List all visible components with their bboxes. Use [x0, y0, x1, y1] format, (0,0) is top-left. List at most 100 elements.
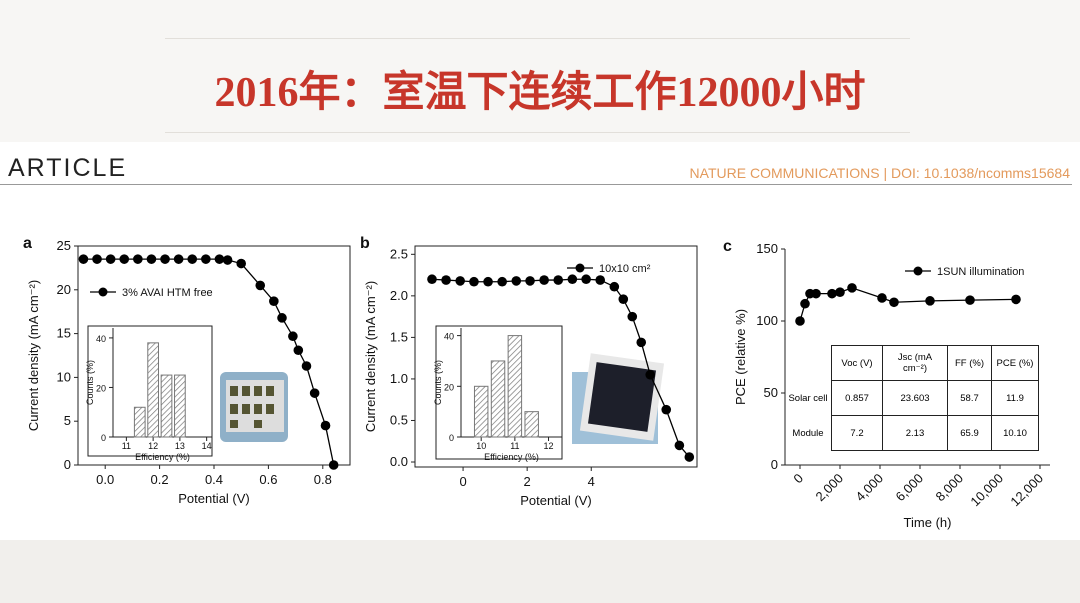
hist-bar — [473, 385, 489, 438]
x-tick-label: 10 — [476, 441, 486, 451]
marker — [811, 288, 821, 299]
marker — [293, 345, 304, 356]
marker — [581, 274, 591, 285]
table-cell: Solar cell — [788, 392, 828, 404]
photo — [220, 372, 288, 442]
y-tick-label: 40 — [96, 334, 106, 344]
marker — [455, 276, 465, 286]
table-corner — [785, 346, 832, 381]
table-cell: 65.9 — [947, 415, 992, 451]
marker — [925, 296, 935, 306]
marker — [877, 293, 887, 303]
marker — [427, 274, 437, 285]
table-cell: PCE (%) — [991, 345, 1039, 381]
marker — [645, 369, 656, 380]
x-tick-label: 14 — [202, 441, 212, 451]
x-tick-label: 12 — [544, 441, 554, 451]
y-tick-label: 10 — [57, 369, 71, 384]
marker — [595, 275, 606, 285]
x-tick-label: 13 — [175, 441, 185, 451]
marker — [288, 331, 298, 342]
marker — [609, 281, 620, 292]
marker — [627, 311, 638, 322]
hist-bar — [524, 411, 539, 438]
y-tick-label: 0 — [771, 457, 778, 472]
rule — [165, 132, 910, 133]
y-axis-label: Current density (mA cm⁻²) — [363, 281, 378, 432]
marker — [483, 276, 493, 287]
legend-label: 3% AVAI HTM free — [122, 287, 213, 299]
x-tick-label: 10,000 — [967, 471, 1006, 510]
x-tick-label: 4,000 — [853, 471, 887, 505]
x-tick-label: 11 — [122, 441, 131, 451]
hist-bar — [174, 374, 186, 438]
x-tick-label: 4 — [588, 474, 595, 489]
x-tick-label: 6,000 — [893, 471, 927, 505]
x-tick-label: 0.6 — [259, 472, 277, 487]
hist-bar — [160, 374, 173, 438]
footer-band — [0, 540, 1080, 603]
x-tick-label: 11 — [510, 441, 519, 451]
marker — [684, 452, 695, 462]
marker — [133, 254, 143, 264]
x-tick-label: 2,000 — [813, 471, 847, 505]
y-tick-label: 150 — [756, 241, 778, 256]
marker — [827, 288, 837, 299]
marker — [553, 275, 564, 285]
x-tick-label: 0.4 — [205, 472, 223, 487]
y-tick-label: 20 — [96, 383, 106, 393]
marker — [187, 254, 198, 264]
marker — [201, 254, 211, 264]
marker — [889, 297, 899, 308]
y-tick-label: 20 — [57, 282, 71, 297]
table-cell: 2.13 — [882, 415, 948, 451]
hist-bar — [507, 335, 523, 438]
panel-label: a — [23, 235, 32, 252]
marker — [539, 275, 549, 285]
y-tick-label: 2.0 — [390, 288, 408, 303]
hist-bar — [147, 342, 159, 438]
y-axis-label: Current density (mA cm⁻²) — [26, 280, 41, 431]
y-axis-label: Counts (%) — [433, 360, 443, 405]
y-tick-label: 0 — [101, 433, 106, 443]
x-tick-label: 0.8 — [314, 472, 332, 487]
marker — [320, 420, 331, 431]
marker — [1011, 294, 1021, 305]
marker — [636, 337, 647, 348]
table-cell: Jsc (mA cm⁻²) — [882, 345, 948, 381]
marker — [511, 276, 522, 286]
marker — [92, 254, 102, 264]
marker — [469, 276, 479, 287]
x-axis-label: Efficiency (%) — [484, 452, 539, 462]
marker — [965, 295, 975, 305]
y-tick-label: 0 — [449, 433, 454, 443]
panel-label: c — [723, 238, 732, 255]
marker — [146, 254, 157, 264]
legend-label: 1SUN illumination — [937, 266, 1024, 278]
table-header: Voc (V) Jsc (mA cm⁻²) FF (%) PCE (%) — [785, 345, 1039, 381]
marker — [119, 254, 130, 264]
table-cell: 11.9 — [991, 380, 1039, 416]
table-cell: 23.603 — [882, 380, 948, 416]
y-tick-label: 1.5 — [390, 329, 408, 344]
y-tick-label: 100 — [756, 313, 778, 328]
legend-label: 10x10 cm² — [599, 263, 651, 275]
panel-label: b — [360, 235, 370, 252]
marker — [328, 460, 339, 470]
hist-bar — [490, 360, 506, 438]
legend-marker — [575, 263, 585, 273]
x-axis-label: Potential (V) — [520, 493, 592, 508]
marker — [301, 361, 312, 371]
marker — [661, 404, 672, 415]
y-tick-label: 15 — [57, 326, 71, 341]
table-cell: 0.857 — [831, 380, 883, 416]
x-tick-label: 12 — [148, 441, 158, 451]
x-axis-label: Time (h) — [904, 515, 952, 530]
article-label: ARTICLE — [8, 154, 128, 182]
y-tick-label: 0.0 — [390, 454, 408, 469]
y-axis-label: Counts (%) — [85, 360, 95, 405]
x-tick-label: 12,000 — [1007, 471, 1046, 510]
y-tick-label: 1.0 — [390, 371, 408, 386]
axes-frame — [414, 245, 698, 468]
